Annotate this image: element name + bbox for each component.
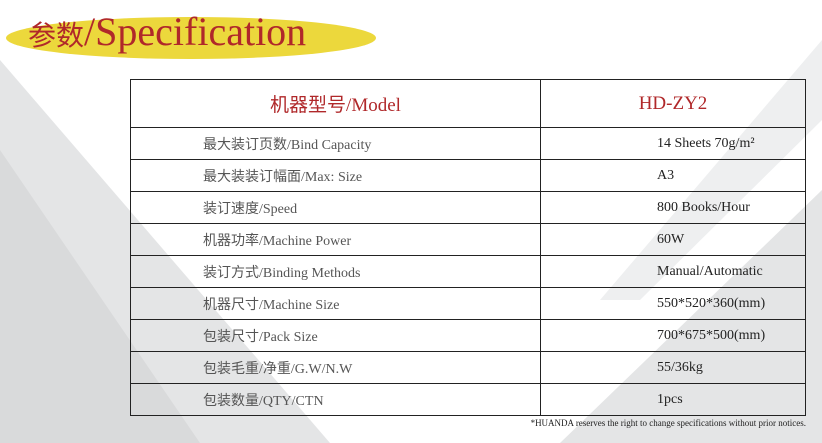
title-separator: / xyxy=(84,9,96,54)
table-row: 最大装装订幅面/Max: Size A3 xyxy=(130,159,806,192)
model-value: HD-ZY2 xyxy=(540,79,806,128)
table-row: 最大装订页数/Bind Capacity 14 Sheets 70g/m² xyxy=(130,127,806,160)
title-highlight xyxy=(6,17,376,59)
footnote: *HUANDA reserves the right to change spe… xyxy=(530,418,806,428)
row-label: 机器尺寸/Machine Size xyxy=(130,287,541,320)
row-value: 60W xyxy=(540,223,806,256)
table-row: 包装尺寸/Pack Size 700*675*500(mm) xyxy=(130,319,806,352)
row-value: A3 xyxy=(540,159,806,192)
row-value: 1pcs xyxy=(540,383,806,416)
row-value: Manual/Automatic xyxy=(540,255,806,288)
table-header-row: 机器型号/Model HD-ZY2 xyxy=(130,79,806,128)
row-label: 机器功率/Machine Power xyxy=(130,223,541,256)
title-cn: 参数 xyxy=(28,19,85,52)
row-label: 最大装装订幅面/Max: Size xyxy=(130,159,541,192)
spec-table: 机器型号/Model HD-ZY2 最大装订页数/Bind Capacity 14… xyxy=(130,79,806,416)
table-row: 装订速度/Speed 800 Books/Hour xyxy=(130,191,806,224)
title-en: Specification xyxy=(95,9,307,54)
row-label: 最大装订页数/Bind Capacity xyxy=(130,127,541,160)
table-row: 机器功率/Machine Power 60W xyxy=(130,223,806,256)
section-title: 参数/Specification xyxy=(6,9,376,60)
row-value: 700*675*500(mm) xyxy=(540,319,806,352)
table-row: 包装毛重/净重/G.W/N.W 55/36kg xyxy=(130,351,806,384)
table-row: 包装数量/QTY/CTN 1pcs xyxy=(130,383,806,416)
row-label: 包装尺寸/Pack Size xyxy=(130,319,541,352)
row-value: 800 Books/Hour xyxy=(540,191,806,224)
row-value: 14 Sheets 70g/m² xyxy=(540,127,806,160)
row-label: 包装毛重/净重/G.W/N.W xyxy=(130,351,541,384)
row-value: 55/36kg xyxy=(540,351,806,384)
row-label: 装订方式/Binding Methods xyxy=(130,255,541,288)
title-text: 参数/Specification xyxy=(28,8,306,55)
model-label: 机器型号/Model xyxy=(130,79,541,128)
table-row: 装订方式/Binding Methods Manual/Automatic xyxy=(130,255,806,288)
table-row: 机器尺寸/Machine Size 550*520*360(mm) xyxy=(130,287,806,320)
row-label: 装订速度/Speed xyxy=(130,191,541,224)
row-label: 包装数量/QTY/CTN xyxy=(130,383,541,416)
row-value: 550*520*360(mm) xyxy=(540,287,806,320)
